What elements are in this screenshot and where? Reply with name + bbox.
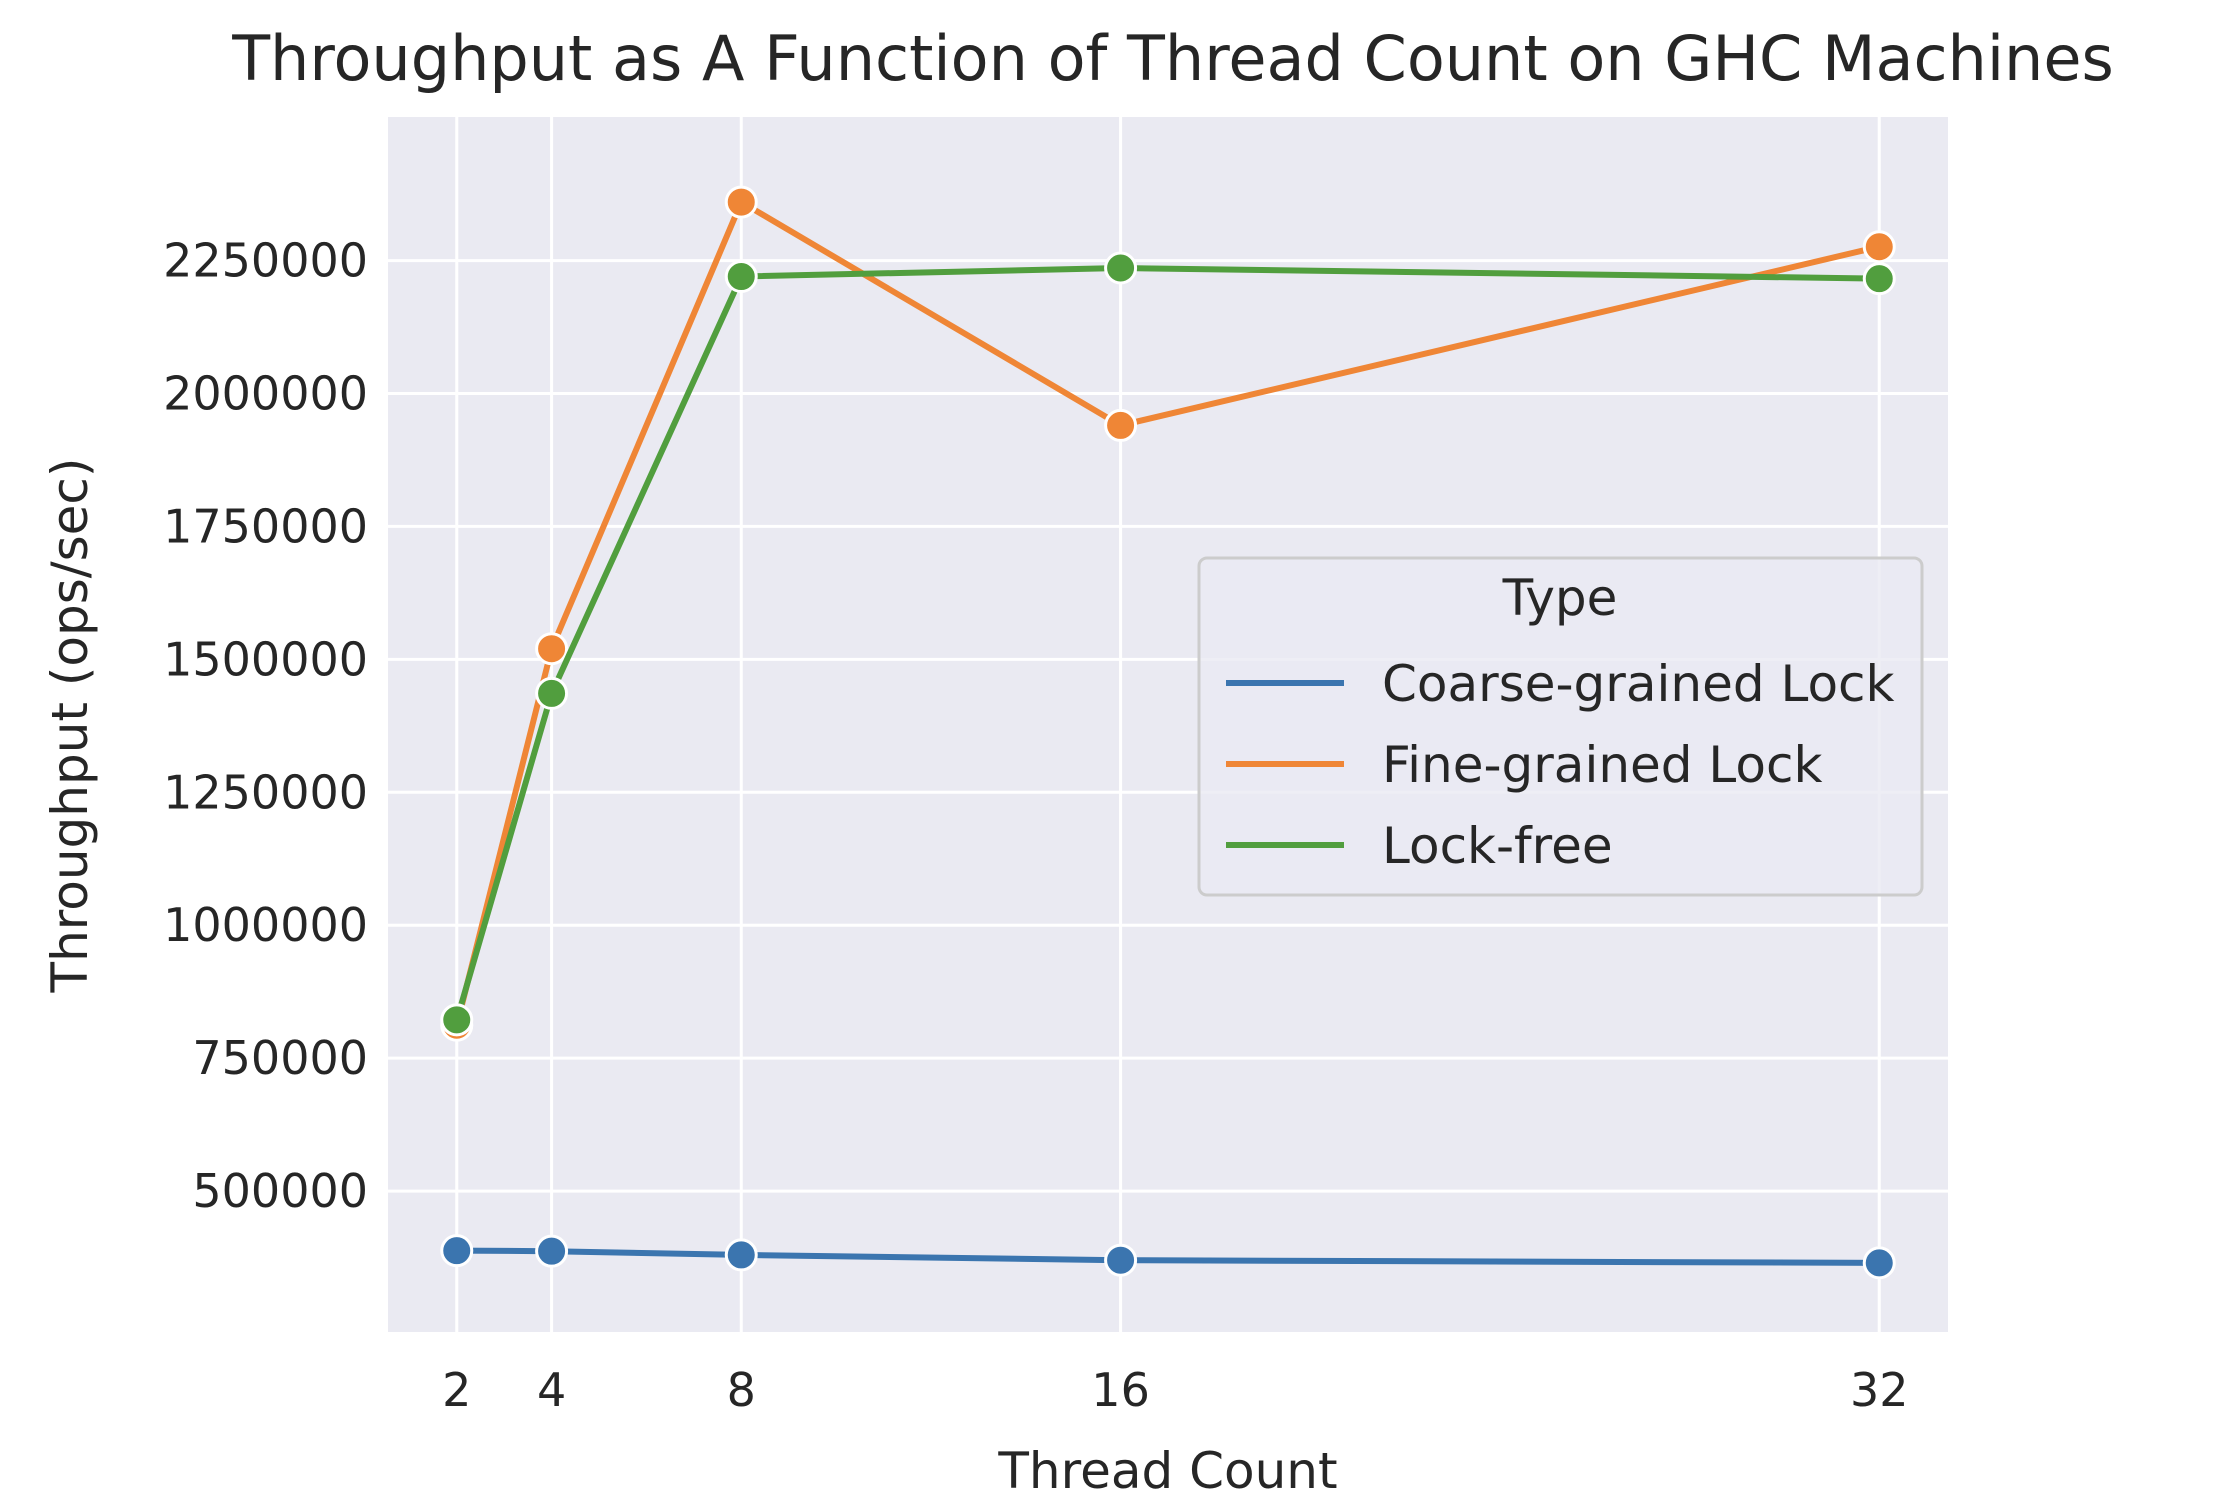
x-tick-label: 32 <box>1850 1363 1909 1417</box>
data-point <box>1862 1246 1896 1280</box>
data-point <box>440 1003 474 1037</box>
legend-label: Lock-free <box>1382 817 1613 875</box>
legend: Type Coarse-grained Lock Fine-grained Loc… <box>1197 556 1924 897</box>
data-point <box>1104 1243 1138 1277</box>
data-point <box>535 676 569 710</box>
x-axis-title: Thread Count <box>997 1442 1337 1500</box>
y-tick-label: 2250000 <box>163 234 368 288</box>
legend-label: Coarse-grained Lock <box>1382 655 1895 713</box>
y-tick-label: 2000000 <box>163 366 368 420</box>
data-point <box>1104 251 1138 285</box>
data-point <box>724 1238 758 1272</box>
data-point <box>1862 262 1896 296</box>
series-coarse-grained-lock <box>440 1234 1896 1280</box>
data-point <box>1104 408 1138 442</box>
series-lock-free <box>440 251 1896 1037</box>
series <box>440 185 1896 1280</box>
legend-entries: Coarse-grained Lock Fine-grained Lock Lock… <box>1226 655 1895 875</box>
data-point <box>1862 230 1896 264</box>
data-point <box>535 632 569 666</box>
y-axis-ticks: 500000 750000 1000000 1250000 1500000 1750000… <box>163 234 368 1219</box>
data-point <box>724 185 758 219</box>
data-point <box>440 1234 474 1268</box>
chart-title: Throughput as A Function of Thread Count… <box>231 22 2114 95</box>
y-tick-label: 1500000 <box>163 632 368 686</box>
y-tick-label: 500000 <box>192 1164 368 1218</box>
legend-title: Type <box>1502 569 1618 627</box>
y-tick-label: 1000000 <box>163 898 368 952</box>
x-tick-label: 16 <box>1091 1363 1150 1417</box>
y-axis-title: Throughput (ops/sec) <box>41 458 99 994</box>
x-axis-ticks: 2 4 8 16 32 <box>442 1363 1908 1417</box>
y-tick-label: 1250000 <box>163 765 368 819</box>
legend-box <box>1197 556 1924 897</box>
data-point <box>724 260 758 294</box>
y-tick-label: 750000 <box>192 1031 368 1085</box>
x-tick-label: 4 <box>537 1363 566 1417</box>
y-tick-label: 1750000 <box>163 499 368 553</box>
grid <box>388 117 1948 1332</box>
x-tick-label: 2 <box>442 1363 471 1417</box>
data-point <box>535 1234 569 1268</box>
legend-label: Fine-grained Lock <box>1382 736 1822 794</box>
x-tick-label: 8 <box>727 1363 756 1417</box>
